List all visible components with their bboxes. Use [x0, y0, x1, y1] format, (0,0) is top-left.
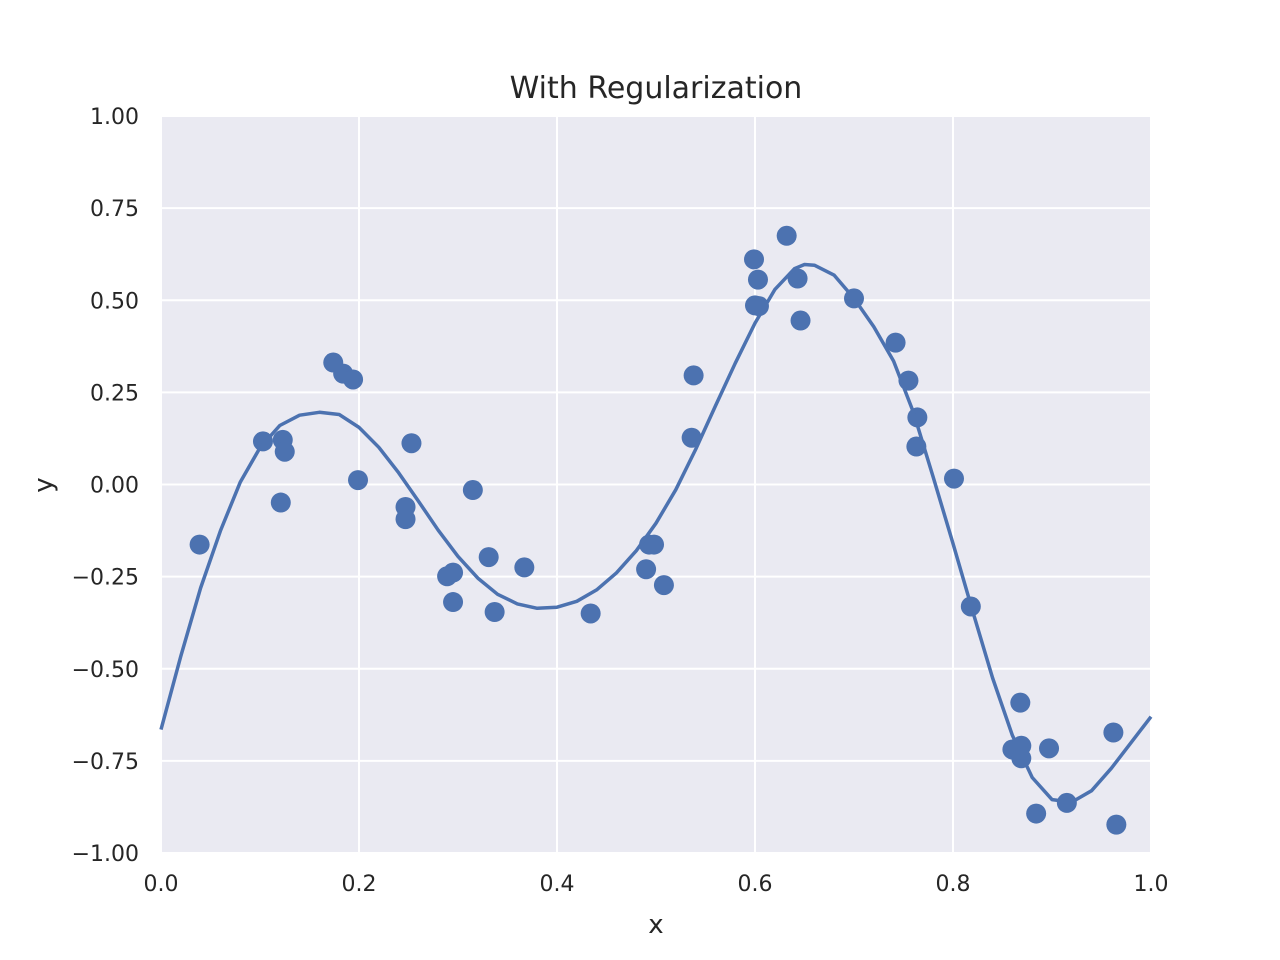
x-tick-label: 0.2: [342, 872, 377, 897]
x-tick-label: 0.6: [738, 872, 773, 897]
data-point: [1106, 814, 1127, 835]
y-tick-label: −0.75: [72, 750, 139, 775]
plot-area: [159, 225, 1153, 835]
data-point: [274, 441, 295, 462]
data-point: [653, 575, 674, 596]
data-point: [462, 480, 483, 501]
y-tick-label: 0.25: [90, 381, 139, 406]
data-point: [1103, 722, 1124, 743]
data-point: [683, 365, 704, 386]
data-point: [636, 559, 657, 580]
data-point: [443, 562, 464, 583]
data-point: [484, 602, 505, 623]
data-point: [1026, 803, 1047, 824]
chart-title: With Regularization: [510, 71, 803, 106]
data-point: [787, 268, 808, 289]
data-point: [744, 249, 765, 270]
data-point: [401, 433, 422, 454]
data-point: [348, 470, 369, 491]
tick-labels: 0.0 0.2 0.4 0.6 0.8 1.0 −1.00 −0.75 −0.50 −0.25 0.…: [72, 105, 1169, 897]
y-axis-label: y: [29, 477, 59, 492]
data-point: [943, 468, 964, 489]
x-tick-label: 0.0: [144, 872, 179, 897]
y-tick-label: 0.00: [90, 474, 139, 499]
x-axis-label: x: [648, 910, 663, 940]
x-tick-label: 1.0: [1134, 872, 1169, 897]
y-tick-label: −0.25: [72, 566, 139, 591]
data-point: [776, 225, 797, 246]
data-point: [681, 427, 702, 448]
data-point: [514, 557, 535, 578]
y-tick-label: −0.50: [72, 658, 139, 683]
y-tick-label: 1.00: [90, 105, 139, 130]
fit-line: [159, 262, 1153, 804]
data-point: [478, 547, 499, 568]
data-point: [443, 592, 464, 613]
x-tick-label: 0.8: [936, 872, 971, 897]
data-point: [343, 369, 364, 390]
data-point: [790, 310, 811, 331]
grid: [160, 115, 1152, 854]
data-point: [395, 509, 416, 530]
data-point: [270, 492, 291, 513]
data-point: [644, 534, 665, 555]
data-point: [885, 332, 906, 353]
y-tick-label: −1.00: [72, 842, 139, 867]
data-point: [189, 534, 210, 555]
data-point: [1010, 692, 1031, 713]
y-tick-label: 0.50: [90, 289, 139, 314]
data-point: [580, 603, 601, 624]
data-point: [747, 269, 768, 290]
x-tick-label: 0.4: [540, 872, 575, 897]
y-tick-label: 0.75: [90, 197, 139, 222]
data-point: [1039, 738, 1060, 759]
